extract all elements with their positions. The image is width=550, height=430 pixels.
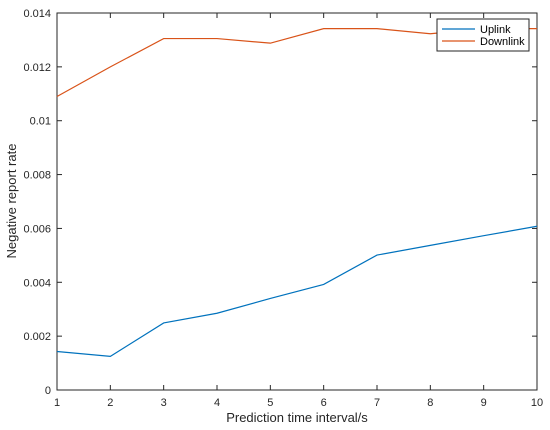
y-axis: 0 0.002 0.004 0.006 0.008 0.01 0.012 0.014 [23, 8, 537, 397]
x-tick-label: 3 [161, 397, 167, 409]
x-tick-label: 8 [427, 397, 433, 409]
x-axis: 1 2 3 4 5 6 7 8 9 10 [54, 13, 543, 409]
y-axis-label: Negative report rate [4, 144, 19, 259]
x-tick-label: 4 [214, 397, 220, 409]
y-tick-label: 0 [45, 385, 51, 397]
y-tick-label: 0.004 [23, 277, 51, 289]
y-tick-label: 0.002 [23, 331, 51, 343]
series-line-uplink [56, 225, 538, 357]
legend-label: Uplink [480, 24, 511, 36]
legend-label: Downlink [480, 36, 525, 48]
y-tick-label: 0.014 [23, 8, 51, 20]
x-tick-label: 7 [374, 397, 380, 409]
x-tick-label: 6 [321, 397, 327, 409]
y-tick-label: 0.006 [23, 223, 51, 235]
y-tick-label: 0.012 [23, 62, 51, 74]
y-tick-label: 0.01 [30, 116, 51, 128]
y-tick-label: 0.008 [23, 170, 51, 182]
x-tick-label: 5 [267, 397, 273, 409]
plot-area [56, 12, 538, 391]
x-tick-label: 2 [107, 397, 113, 409]
x-tick-label: 9 [481, 397, 487, 409]
x-axis-label: Prediction time interval/s [226, 410, 368, 425]
x-tick-label: 1 [54, 397, 60, 409]
legend-box [436, 18, 530, 52]
x-tick-label: 10 [531, 397, 543, 409]
